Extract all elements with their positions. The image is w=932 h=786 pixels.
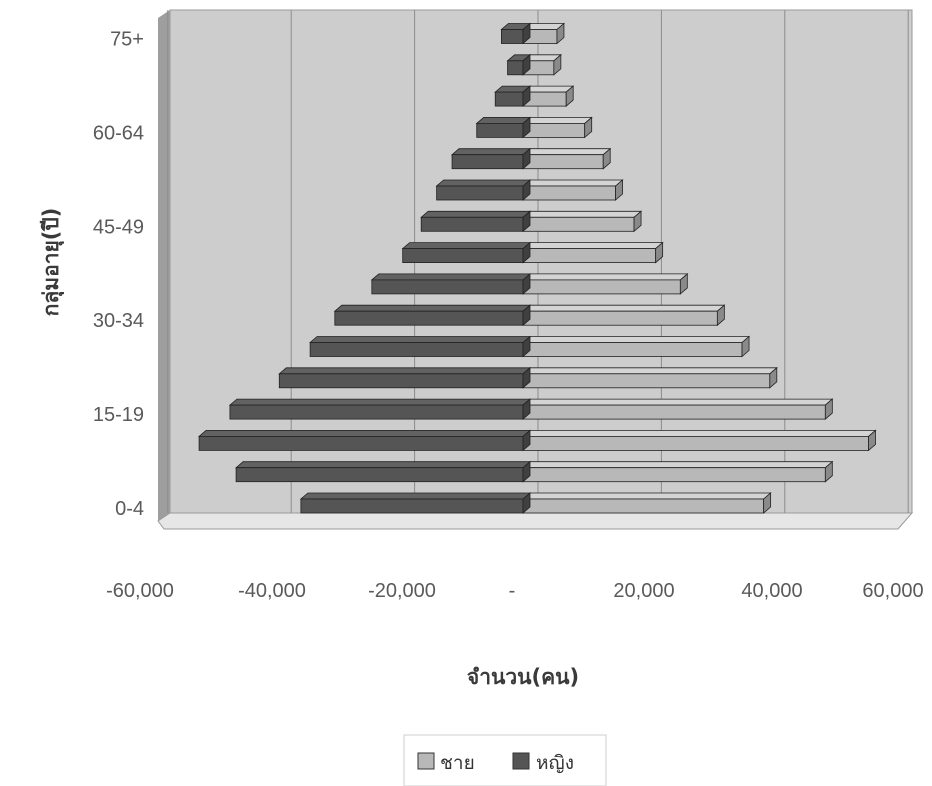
bar-male-40-44 (521, 241, 664, 264)
bars (197, 22, 877, 514)
bar-female-10-14 (197, 429, 532, 452)
floor (157, 512, 914, 530)
bar-female-30-34 (333, 304, 532, 327)
bar-female-35-39 (370, 273, 532, 295)
bar-male-65-69 (521, 85, 575, 107)
legend-box (403, 734, 607, 786)
bar-female-0-4 (299, 492, 532, 514)
x-tick-label: 40,000 (741, 580, 802, 602)
y-axis-title: กลุ่มอายุ(ปี) (39, 208, 65, 317)
x-tick-label: -20,000 (368, 580, 436, 602)
x-axis-ticks: -60,000 -40,000 -20,000-20,000 40,000 60,000 (106, 580, 924, 602)
bar-male-45-49 (521, 210, 643, 233)
legend-label-male: ชาย (440, 752, 475, 774)
bar-male-0-4 (521, 492, 772, 514)
bar-male-25-29 (521, 335, 751, 358)
bar-male-35-39 (521, 273, 689, 295)
bar-female-25-29 (309, 335, 532, 358)
bar-female-45-49 (420, 210, 532, 233)
y-tick-label: 75+ (110, 29, 144, 51)
bar-male-5-9 (521, 460, 834, 483)
bar-female-15-19 (228, 398, 532, 420)
bar-female-50-54 (435, 179, 532, 201)
side-wall (158, 10, 170, 521)
bar-female-75+ (500, 22, 532, 45)
y-tick-label: 45-49 (93, 216, 144, 238)
bar-female-5-9 (235, 460, 532, 483)
bar-female-60-64 (475, 116, 532, 139)
bar-male-10-14 (521, 429, 877, 452)
legend: ชาย หญิง (403, 734, 607, 786)
bar-female-55-59 (450, 147, 532, 170)
bar-male-60-64 (521, 116, 593, 139)
x-axis-title: จำนวน(คน) (467, 665, 579, 689)
bar-male-50-54 (521, 179, 624, 201)
x-tick-label: 60,000 (862, 580, 923, 602)
y-tick-label: 60-64 (93, 122, 144, 144)
y-axis-ticks: 0-4 15-19 30-34 45-49 60-64 75+ (93, 29, 144, 521)
bar-male-20-24 (521, 366, 778, 389)
legend-label-female: หญิง (536, 752, 574, 774)
y-tick-label: 15-19 (93, 404, 144, 426)
x-tick-label: - (509, 580, 516, 602)
x-tick-label: -60,000 (106, 580, 174, 602)
bar-female-20-24 (278, 366, 532, 389)
bar-male-30-34 (521, 304, 726, 327)
bar-male-55-59 (521, 147, 612, 170)
x-tick-label: -40,000 (238, 580, 306, 602)
x-tick-label: 20,000 (613, 580, 674, 602)
y-tick-label: 0-4 (115, 498, 144, 520)
bar-male-15-19 (521, 398, 834, 420)
bar-female-65-69 (494, 85, 532, 107)
y-tick-label: 30-34 (93, 310, 144, 332)
bar-female-40-44 (401, 241, 532, 264)
bar-female-70-74 (506, 53, 532, 76)
legend-swatch-female (512, 752, 530, 770)
legend-swatch-male (417, 752, 435, 770)
